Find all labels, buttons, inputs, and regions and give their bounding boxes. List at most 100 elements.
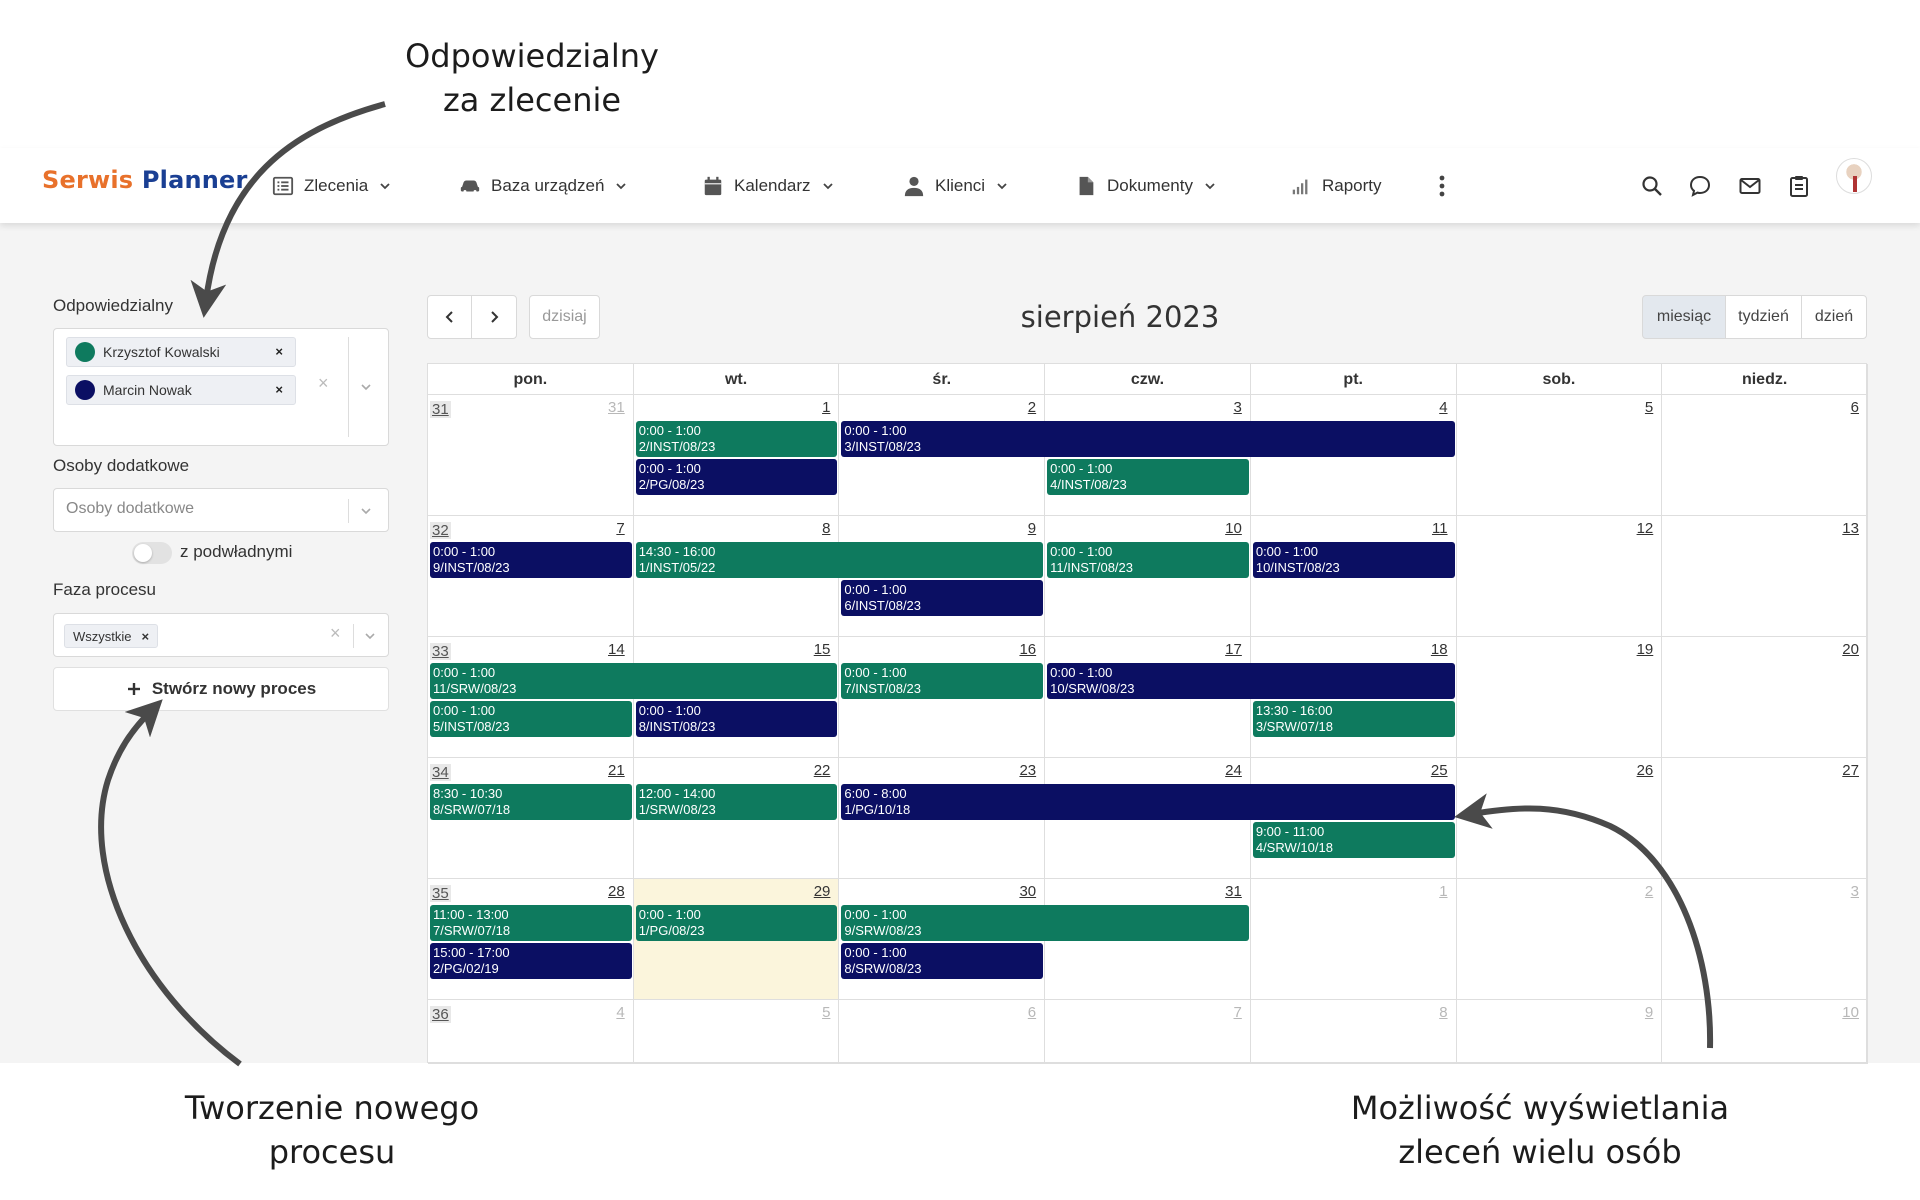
day-cell[interactable]: 2 (1456, 879, 1663, 1000)
day-cell[interactable]: 6 (1662, 395, 1868, 516)
day-number[interactable]: 3 (1850, 883, 1859, 900)
prev-month-button[interactable] (427, 295, 472, 339)
create-process-button[interactable]: Stwórz nowy proces (53, 667, 389, 711)
day-number[interactable]: 31 (608, 399, 625, 416)
day-number[interactable]: 1 (822, 399, 831, 416)
week-number[interactable]: 33 (430, 643, 451, 660)
extra-persons-select[interactable]: Osoby dodatkowe (53, 488, 389, 532)
calendar-event[interactable]: 0:00 - 1:00 9/SRW/08/23 (841, 905, 1249, 941)
day-cell[interactable]: 1 (633, 395, 840, 516)
calendar-event[interactable]: 0:00 - 1:00 10/INST/08/23 (1252, 542, 1455, 578)
calendar-event[interactable]: 0:00 - 1:00 11/INST/08/23 (1047, 542, 1249, 578)
subordinates-toggle[interactable] (132, 542, 172, 564)
view-week-button[interactable]: tydzień (1725, 295, 1802, 339)
day-cell[interactable]: 28 35 (428, 879, 634, 1000)
day-number[interactable]: 15 (813, 641, 831, 658)
week-number[interactable]: 31 (430, 401, 451, 418)
calendar-event[interactable]: 0:00 - 1:00 7/INST/08/23 (841, 663, 1044, 699)
day-cell[interactable]: 15 (633, 637, 840, 758)
day-number[interactable]: 6 (1027, 1004, 1037, 1021)
day-number[interactable]: 21 (608, 762, 625, 779)
nav-dokumenty[interactable]: Dokumenty (1075, 148, 1217, 223)
chevron-down-icon[interactable] (359, 504, 373, 518)
day-number[interactable]: 11 (1431, 520, 1448, 537)
day-cell[interactable]: 8 (1250, 1000, 1457, 1064)
day-cell[interactable]: 6 (839, 1000, 1046, 1064)
day-number[interactable]: 9 (1027, 520, 1037, 537)
user-avatar[interactable] (1836, 158, 1872, 194)
view-month-button[interactable]: miesiąc (1642, 295, 1726, 339)
calendar-event[interactable]: 0:00 - 1:00 3/INST/08/23 (841, 421, 1455, 457)
day-cell[interactable]: 14 33 (428, 637, 634, 758)
day-cell[interactable]: 7 (1045, 1000, 1251, 1064)
day-number[interactable]: 28 (608, 883, 625, 900)
day-cell[interactable]: 3 (1662, 879, 1868, 1000)
chevron-down-icon[interactable] (363, 629, 377, 643)
day-number[interactable]: 5 (1644, 399, 1654, 416)
chat-button[interactable] (1686, 172, 1714, 200)
calendar-event[interactable]: 0:00 - 1:00 6/INST/08/23 (841, 580, 1044, 616)
day-cell[interactable]: 26 (1456, 758, 1663, 879)
calendar-event[interactable]: 9:00 - 11:00 4/SRW/10/18 (1252, 822, 1455, 858)
calendar-event[interactable]: 6:00 - 8:00 1/PG/10/18 (841, 784, 1455, 820)
day-number[interactable]: 4 (1439, 399, 1448, 416)
day-number[interactable]: 12 (1636, 520, 1654, 537)
clipboard-button[interactable] (1785, 172, 1813, 200)
week-number[interactable]: 34 (430, 764, 451, 781)
day-cell[interactable]: 9 (1456, 1000, 1663, 1064)
clear-selection-icon[interactable]: × (330, 623, 341, 643)
calendar-event[interactable]: 0:00 - 1:00 11/SRW/08/23 (430, 663, 838, 699)
calendar-event[interactable]: 13:30 - 16:00 3/SRW/07/18 (1252, 701, 1455, 737)
calendar-event[interactable]: 14:30 - 16:00 1/INST/05/22 (635, 542, 1044, 578)
day-number[interactable]: 1 (1439, 883, 1448, 900)
calendar-event[interactable]: 12:00 - 14:00 1/SRW/08/23 (635, 784, 838, 820)
day-number[interactable]: 6 (1850, 399, 1859, 416)
day-number[interactable]: 2 (1027, 399, 1037, 416)
app-logo[interactable]: Serwis Planner (42, 166, 248, 194)
day-number[interactable]: 31 (1225, 883, 1242, 900)
week-number[interactable]: 36 (430, 1006, 451, 1023)
day-number[interactable]: 17 (1225, 641, 1242, 658)
day-cell[interactable]: 18 (1250, 637, 1457, 758)
day-number[interactable]: 27 (1842, 762, 1859, 779)
calendar-event[interactable]: 11:00 - 13:00 7/SRW/07/18 (430, 905, 632, 941)
day-cell[interactable]: 12 (1456, 516, 1663, 637)
day-number[interactable]: 7 (1233, 1004, 1242, 1021)
day-number[interactable]: 24 (1225, 762, 1242, 779)
chevron-down-icon[interactable] (359, 380, 373, 394)
day-number[interactable]: 10 (1842, 1004, 1859, 1021)
today-button[interactable]: dzisiaj (529, 295, 600, 339)
day-cell[interactable]: 5 (633, 1000, 840, 1064)
week-number[interactable]: 32 (430, 522, 451, 539)
day-number[interactable]: 4 (616, 1004, 625, 1021)
remove-tag-icon[interactable]: × (275, 344, 283, 359)
day-number[interactable]: 30 (1019, 883, 1037, 900)
nav-baza-urzadzen[interactable]: Baza urządzeń (459, 148, 628, 223)
view-day-button[interactable]: dzień (1801, 295, 1867, 339)
nav-kalendarz[interactable]: Kalendarz (702, 148, 835, 223)
day-cell[interactable]: 4 36 (428, 1000, 634, 1064)
day-cell[interactable]: 13 (1662, 516, 1868, 637)
day-cell[interactable]: 31 (1045, 879, 1251, 1000)
calendar-event[interactable]: 0:00 - 1:00 5/INST/08/23 (430, 701, 632, 737)
day-cell[interactable]: 31 31 (428, 395, 634, 516)
day-number[interactable]: 13 (1842, 520, 1859, 537)
day-cell[interactable]: 22 (633, 758, 840, 879)
calendar-event[interactable]: 0:00 - 1:00 1/PG/08/23 (635, 905, 838, 941)
day-number[interactable]: 8 (1439, 1004, 1448, 1021)
remove-tag-icon[interactable]: × (141, 628, 150, 644)
day-cell[interactable]: 21 34 (428, 758, 634, 879)
nav-raporty[interactable]: Raporty (1290, 148, 1382, 223)
day-cell[interactable]: 19 (1456, 637, 1663, 758)
day-cell[interactable]: 11 (1250, 516, 1457, 637)
calendar-event[interactable]: 0:00 - 1:00 8/INST/08/23 (635, 701, 838, 737)
day-number[interactable]: 10 (1225, 520, 1242, 537)
day-cell[interactable]: 10 (1045, 516, 1251, 637)
day-number[interactable]: 9 (1644, 1004, 1654, 1021)
day-cell[interactable]: 10 (1662, 1000, 1868, 1064)
day-cell[interactable]: 1 (1250, 879, 1457, 1000)
day-number[interactable]: 3 (1233, 399, 1242, 416)
calendar-event[interactable]: 0:00 - 1:00 2/PG/08/23 (635, 459, 838, 495)
day-number[interactable]: 25 (1430, 762, 1448, 779)
search-button[interactable] (1638, 172, 1666, 200)
